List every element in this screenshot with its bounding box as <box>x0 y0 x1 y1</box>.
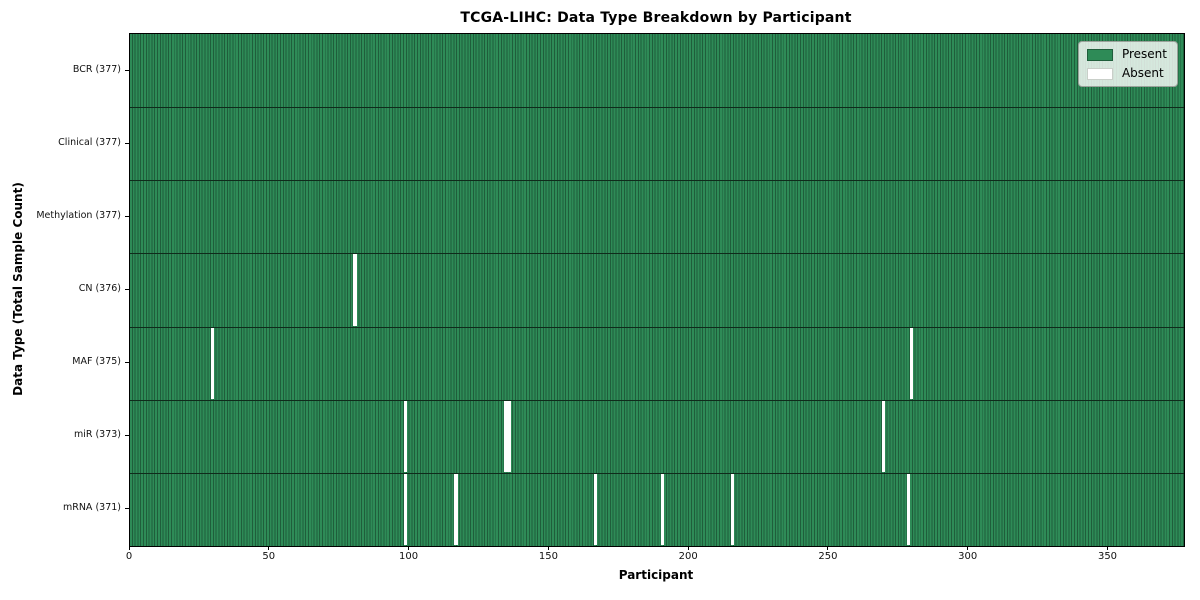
y-tick-label: miR (373) <box>73 429 121 441</box>
legend-item-present: Present <box>1086 47 1167 61</box>
x-tick-label: 0 <box>125 551 133 562</box>
y-tick-mark <box>125 69 129 71</box>
absent-gap <box>353 254 357 326</box>
absent-gap <box>906 473 911 545</box>
heatmap-row-clinical <box>130 107 1184 181</box>
plot-area: Present Absent <box>129 33 1185 547</box>
heatmap-row-mir <box>130 399 1184 473</box>
x-tick-mark <box>408 546 410 550</box>
x-axis-label: Participant <box>618 568 694 582</box>
absent-gap <box>730 473 735 545</box>
y-tick-mark <box>125 508 129 510</box>
y-tick-mark <box>125 289 129 290</box>
x-tick-label: 100 <box>399 551 419 562</box>
legend-item-absent: Absent <box>1086 66 1167 80</box>
x-tick-label: 150 <box>538 551 558 562</box>
x-tick-mark <box>128 546 130 550</box>
absent-gap <box>881 400 886 472</box>
y-tick-mark <box>125 215 129 217</box>
chart-title: TCGA-LIHC: Data Type Breakdown by Partic… <box>460 10 852 26</box>
absent-gap <box>403 400 408 472</box>
y-tick-mark <box>125 362 129 364</box>
row-divider <box>130 253 1184 255</box>
x-tick-mark <box>547 546 549 550</box>
row-divider <box>130 107 1184 109</box>
absent-gap <box>504 400 508 472</box>
y-tick-label: Methylation (377) <box>36 209 121 221</box>
x-tick-label: 200 <box>678 551 698 562</box>
x-tick-mark <box>268 546 270 550</box>
x-tick-label: 50 <box>262 551 276 562</box>
absent-gap <box>593 473 598 545</box>
x-tick-mark <box>1107 546 1108 550</box>
absent-gap <box>507 400 511 472</box>
y-tick-label: CN (376) <box>78 283 121 294</box>
absent-swatch-icon <box>1086 67 1113 80</box>
x-tick-mark <box>827 546 829 550</box>
x-tick-mark <box>967 546 969 550</box>
present-swatch-icon <box>1086 48 1113 61</box>
absent-gap <box>403 473 408 545</box>
absent-gap <box>909 327 914 399</box>
legend-label-absent: Absent <box>1121 66 1164 80</box>
y-tick-mark <box>125 435 129 437</box>
row-divider <box>130 399 1184 401</box>
x-tick-label: 350 <box>1097 551 1118 562</box>
heatmap-row-cn <box>130 253 1184 327</box>
y-tick-label: mRNA (371) <box>62 502 121 514</box>
x-tick-mark <box>687 546 689 550</box>
heatmap-row-mrna <box>130 472 1184 546</box>
y-tick-label: BCR (377) <box>72 63 121 75</box>
y-tick-label: Clinical (377) <box>58 136 121 148</box>
absent-gap <box>453 473 458 545</box>
row-divider <box>130 472 1184 474</box>
heatmap-row-methylation <box>130 180 1184 254</box>
absent-gap <box>660 473 665 545</box>
legend: Present Absent <box>1077 41 1178 87</box>
x-tick-label: 250 <box>818 551 838 562</box>
row-divider <box>130 180 1184 182</box>
absent-gap <box>210 327 215 399</box>
y-tick-mark <box>125 142 129 144</box>
heatmap-row-bcr <box>130 34 1184 108</box>
y-tick-label: MAF (375) <box>72 356 121 368</box>
x-tick-label: 300 <box>958 551 978 562</box>
legend-label-present: Present <box>1121 47 1167 61</box>
heatmap-row-maf <box>130 326 1184 400</box>
row-divider <box>130 326 1184 328</box>
